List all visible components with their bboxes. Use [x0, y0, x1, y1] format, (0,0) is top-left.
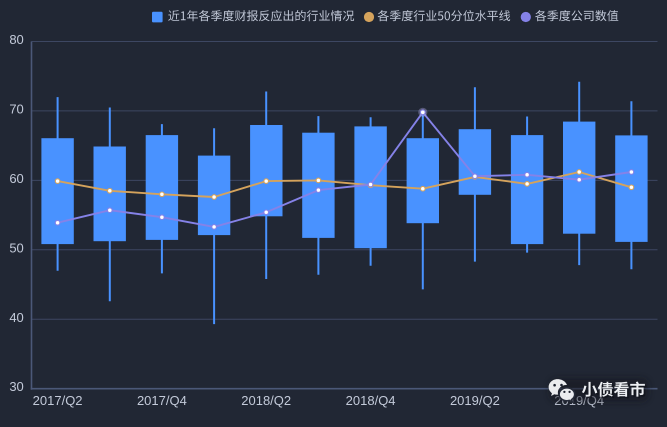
svg-text:40: 40	[9, 310, 23, 325]
svg-text:2019/Q2: 2019/Q2	[450, 393, 500, 408]
svg-text:80: 80	[9, 32, 23, 47]
svg-text:2018/Q4: 2018/Q4	[346, 393, 396, 408]
svg-text:2017/Q4: 2017/Q4	[137, 393, 187, 408]
svg-text:30: 30	[9, 379, 23, 394]
svg-text:2018/Q2: 2018/Q2	[241, 393, 291, 408]
svg-text:2017/Q2: 2017/Q2	[33, 393, 83, 408]
svg-text:70: 70	[9, 101, 23, 116]
svg-text:50: 50	[9, 240, 23, 255]
svg-text:60: 60	[9, 171, 23, 186]
